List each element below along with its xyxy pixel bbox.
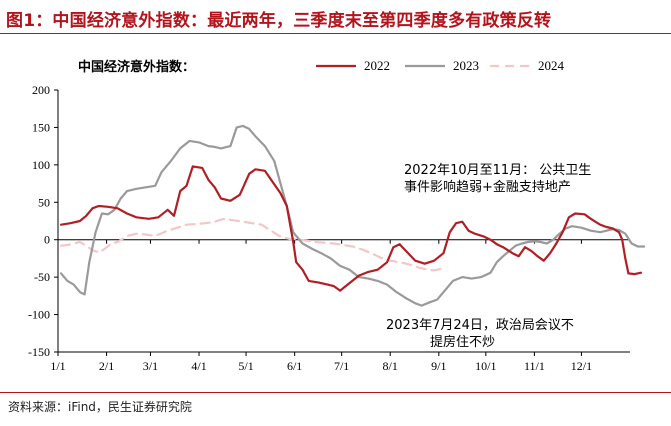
- x-tick-label: 2/1: [99, 359, 114, 373]
- series-line-2024: [59, 217, 442, 272]
- footer-rule: [0, 392, 671, 393]
- y-tick-label: 200: [32, 83, 50, 97]
- chart-title: 中国经济意外指数：: [78, 59, 195, 75]
- annotation-text: 2023年7月24日，政治局会议不: [386, 318, 574, 333]
- line-chart: 中国经济意外指数： 2022 2023 2024 200 150 100 50 0 -50 -1…: [28, 58, 646, 373]
- annotation-text: 2022年10月至11月： 公共卫生: [404, 163, 591, 178]
- y-tick-label: -150: [28, 345, 50, 359]
- series-line-2022: [59, 165, 643, 292]
- x-tick-label: 12/1: [571, 359, 592, 373]
- series-line-2023: [59, 124, 646, 307]
- x-tick-label: 3/1: [143, 359, 158, 373]
- legend-label-2022: 2022: [364, 58, 390, 73]
- x-tick-label: 10/1: [475, 359, 496, 373]
- x-tick-label: 4/1: [191, 359, 206, 373]
- y-tick-label: 100: [32, 158, 50, 172]
- y-tick-label: -100: [28, 308, 50, 322]
- y-tick-label: 150: [32, 120, 50, 134]
- y-tick-label: 0: [44, 233, 50, 247]
- legend-label-2023: 2023: [453, 58, 479, 73]
- x-tick-label: 11/1: [524, 359, 545, 373]
- y-tick-label: 50: [38, 195, 50, 209]
- x-tick-label: 1/1: [50, 359, 65, 373]
- title-rule: [0, 33, 671, 34]
- y-tick-label: -50: [34, 270, 50, 284]
- figure-title: 图1：中国经济意外指数：最近两年，三季度末至第四季度多有政策反转: [6, 11, 552, 31]
- annotation-text: 提房住不炒: [430, 334, 495, 350]
- legend: 2022 2023 2024: [316, 58, 565, 73]
- source-note: 资料来源：iFind，民生证券研究院: [8, 400, 192, 414]
- series-layer: [59, 124, 646, 307]
- x-tick-label: 7/1: [334, 359, 349, 373]
- x-tick-label: 5/1: [238, 359, 253, 373]
- x-tick-label: 9/1: [431, 359, 446, 373]
- annotation-text: 事件影响趋弱+金融支持地产: [404, 179, 571, 195]
- x-tick-label: 8/1: [383, 359, 398, 373]
- x-tick-label: 6/1: [287, 359, 302, 373]
- legend-label-2024: 2024: [538, 58, 565, 73]
